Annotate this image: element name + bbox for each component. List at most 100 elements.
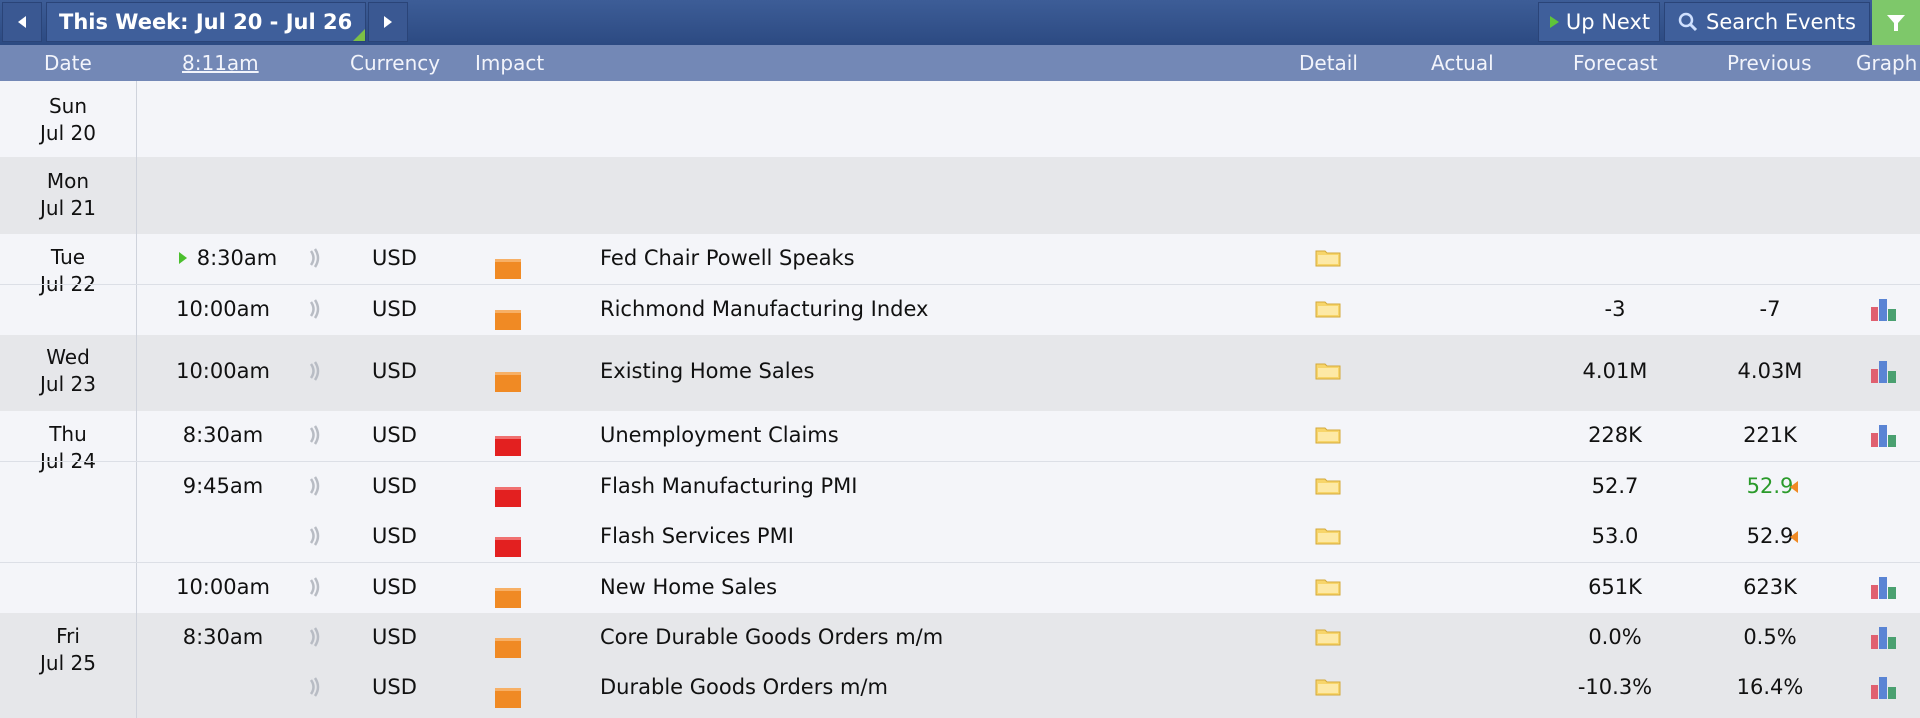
sound-icon[interactable] [308,360,322,387]
search-events-button[interactable]: Search Events [1664,2,1870,42]
column-currency: Currency [350,51,441,75]
event-row[interactable]: 10:00am USD Richmond Manufacturing Index… [0,284,1920,335]
folder-icon[interactable] [1315,247,1341,272]
next-week-button[interactable] [368,2,408,42]
bar-chart-icon[interactable] [1869,359,1899,390]
event-currency: USD [372,575,417,599]
event-title[interactable]: Existing Home Sales [600,359,815,383]
next-event-arrow-icon [179,252,187,264]
event-row[interactable]: 10:00am USD Existing Home Sales 4.01M 4.… [0,347,1920,397]
event-title[interactable]: Durable Goods Orders m/m [600,675,888,699]
bar-chart-icon[interactable] [1869,675,1899,706]
week-selector[interactable]: This Week: Jul 20 - Jul 26 [46,2,366,42]
event-row[interactable]: USD Durable Goods Orders m/m -10.3% 16.4… [0,663,1920,713]
event-time: 10:00am [176,359,270,383]
event-title[interactable]: Fed Chair Powell Speaks [600,246,855,270]
folder-icon[interactable] [1315,525,1341,550]
day-date: Jul 25 [40,651,96,675]
event-previous: 0.5% [1743,625,1797,649]
event-time: 9:45am [182,474,264,498]
arrow-right-icon [384,16,392,28]
column-actual: Actual [1431,51,1494,75]
filter-button[interactable] [1872,0,1920,45]
day-group: Tue Jul 22 8:30am USD Fed Chair Powell S… [0,234,1920,335]
sound-icon[interactable] [308,626,322,653]
day-weekday: Fri [56,624,80,648]
event-time: 8:30am [182,625,264,649]
column-header-row: Date 8:11am Currency Impact Detail Actua… [0,45,1920,81]
week-label: This Week: Jul 20 - Jul 26 [59,10,353,34]
day-date: Jul 21 [40,196,96,220]
event-previous: 52.9 [1746,524,1794,548]
day-date: Jul 23 [40,372,96,396]
revised-indicator-icon [1790,531,1798,543]
event-forecast: 0.0% [1588,625,1642,649]
day-group: Fri Jul 25 8:30am USD Core Durable Goods… [0,613,1920,718]
event-forecast: -3 [1604,297,1626,321]
bar-chart-icon[interactable] [1869,423,1899,454]
previous-week-button[interactable] [2,2,42,42]
event-title[interactable]: Flash Manufacturing PMI [600,474,858,498]
column-current-time[interactable]: 8:11am [182,51,259,75]
sound-icon[interactable] [308,576,322,603]
event-title[interactable]: Richmond Manufacturing Index [600,297,929,321]
event-currency: USD [372,625,417,649]
search-icon [1678,12,1698,32]
sound-icon[interactable] [308,298,322,325]
folder-icon[interactable] [1315,360,1341,385]
event-row[interactable]: 10:00am USD New Home Sales 651K 623K [0,562,1920,613]
sound-icon[interactable] [308,424,322,451]
folder-icon[interactable] [1315,676,1341,701]
folder-icon[interactable] [1315,475,1341,500]
bar-chart-icon[interactable] [1869,297,1899,328]
event-title[interactable]: Unemployment Claims [600,423,839,447]
search-events-label: Search Events [1706,10,1856,34]
event-time: 8:30am [182,423,264,447]
sound-icon[interactable] [308,475,322,502]
up-next-label: Up Next [1565,10,1651,34]
column-date: Date [44,51,92,75]
event-currency: USD [372,359,417,383]
event-row[interactable]: USD Flash Services PMI 53.0 52.9 [0,512,1920,562]
event-title[interactable]: New Home Sales [600,575,778,599]
bar-chart-icon[interactable] [1869,625,1899,656]
folder-icon[interactable] [1315,298,1341,323]
event-row[interactable]: 8:30am USD Unemployment Claims 228K 221K [0,411,1920,461]
event-forecast: 53.0 [1591,524,1639,548]
sound-icon[interactable] [308,525,322,552]
day-cell: Sun Jul 20 [0,81,137,157]
play-icon [1549,16,1559,28]
sound-icon[interactable] [308,247,322,274]
day-weekday: Wed [46,345,90,369]
event-row[interactable]: 9:45am USD Flash Manufacturing PMI 52.7 … [0,461,1920,512]
folder-icon[interactable] [1315,626,1341,651]
event-previous: 52.9 [1746,474,1794,498]
event-previous: 623K [1743,575,1797,599]
event-previous: 16.4% [1736,675,1804,699]
arrow-left-icon [18,16,26,28]
day-cell: Wed Jul 23 [0,335,137,411]
folder-icon[interactable] [1315,576,1341,601]
day-group: Sun Jul 20 [0,81,1920,157]
day-group: Wed Jul 23 10:00am USD Existing Home Sal… [0,335,1920,411]
day-group: Thu Jul 24 8:30am USD Unemployment Claim… [0,411,1920,613]
day-weekday: Tue [50,245,86,269]
event-time: 8:30am [196,246,278,270]
sound-icon[interactable] [308,676,322,703]
event-row[interactable]: 8:30am USD Core Durable Goods Orders m/m… [0,613,1920,663]
event-row[interactable]: 8:30am USD Fed Chair Powell Speaks [0,234,1920,284]
event-title[interactable]: Core Durable Goods Orders m/m [600,625,944,649]
day-weekday: Sun [48,94,88,118]
bar-chart-icon[interactable] [1869,575,1899,606]
day-cell: Mon Jul 21 [0,157,137,234]
column-impact: Impact [475,51,545,75]
up-next-button[interactable]: Up Next [1538,2,1660,42]
day-weekday: Thu [49,422,87,446]
column-graph: Graph [1856,51,1918,75]
week-corner-indicator [353,29,365,41]
event-previous: 4.03M [1737,359,1803,383]
column-previous: Previous [1727,51,1812,75]
event-time: 10:00am [176,297,270,321]
event-title[interactable]: Flash Services PMI [600,524,794,548]
folder-icon[interactable] [1315,424,1341,449]
